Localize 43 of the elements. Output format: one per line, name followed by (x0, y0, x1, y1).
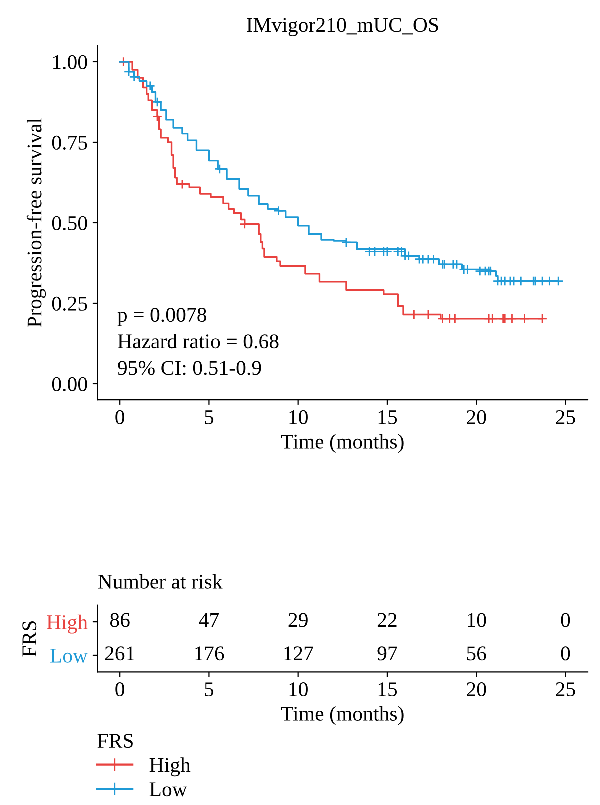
x-tick-label: 10 (290, 410, 308, 424)
annotation: Hazard ratio = 0.68 (118, 334, 279, 349)
x-tick-label: 15 (378, 682, 398, 697)
y-axis-title: Progression-free survival (26, 118, 46, 328)
data-label: 261 (105, 646, 134, 661)
x-tick-label: 20 (467, 410, 486, 424)
annotation: 95% CI: 0.51-0.9 (118, 361, 262, 376)
x-tick-label: 20 (467, 682, 486, 697)
data-label: 10 (468, 613, 486, 628)
y-tick-label: 0.00 (52, 377, 88, 392)
x-tick-label: 10 (290, 682, 308, 697)
data-label: 176 (195, 646, 224, 661)
y-tick-label: 0.25 (52, 296, 88, 312)
x-tick-label: 25 (556, 410, 576, 424)
data-label: 127 (284, 646, 314, 660)
y-tick-label: 1.00 (53, 55, 88, 70)
y-tick-label: Low (50, 649, 88, 663)
legend-label: Low (150, 782, 188, 797)
legend-title: FRS (98, 734, 133, 748)
data-label: 29 (288, 613, 308, 628)
x-tick-label: 0 (116, 682, 124, 697)
legend-label: High (150, 758, 191, 777)
y-tick-label: 0.50 (52, 216, 88, 231)
x-axis-title: Time (months) (281, 706, 404, 726)
x-axis-title: Time (months) (281, 434, 404, 454)
y-axis-title: FRS (22, 622, 37, 657)
x-tick-label: 25 (556, 682, 576, 697)
x-tick-label: 5 (205, 410, 214, 424)
x-tick-label: 15 (378, 410, 398, 424)
data-label: 56 (467, 646, 486, 661)
y-tick-label: 0.75 (52, 136, 88, 150)
chart-title: Number at risk (98, 574, 223, 589)
data-label: 86 (110, 613, 130, 628)
data-label: 0 (561, 646, 570, 661)
data-label: 47 (199, 613, 220, 628)
x-tick-label: 0 (116, 410, 124, 424)
chart-title: IMvigor210_mUC_OS (247, 18, 438, 36)
data-label: 0 (561, 613, 570, 628)
data-label: 97 (378, 646, 398, 661)
annotation: p = 0.0078 (118, 308, 206, 326)
data-label: 22 (378, 613, 397, 628)
y-tick-label: High (47, 614, 88, 634)
x-tick-label: 5 (205, 682, 214, 697)
